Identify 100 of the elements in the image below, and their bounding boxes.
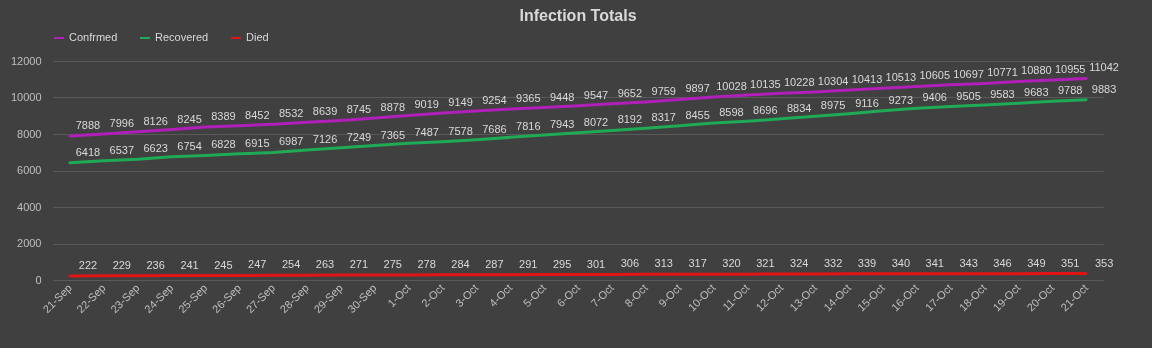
data-label: 11042 [1089,61,1119,74]
legend-label: Recovered [155,31,209,43]
data-label: 7996 [109,117,135,130]
data-label: 9652 [617,86,643,99]
data-label: 9149 [448,96,473,109]
data-label: 10697 [953,67,984,80]
data-label: 8192 [617,113,643,126]
data-label: 7249 [346,130,372,143]
data-label: 349 [1027,256,1046,269]
data-label: 9583 [990,88,1015,101]
data-label: 7578 [448,124,473,137]
data-label: 222 [78,258,98,271]
data-label: 6537 [109,143,135,156]
data-label: 8598 [719,106,744,119]
data-label: 7686 [482,122,507,135]
data-label: 254 [281,258,301,271]
legend-label: Confrmed [69,31,118,43]
data-label: 8126 [143,114,168,127]
data-label: 7487 [414,126,439,139]
data-label: 236 [146,258,165,271]
data-label: 7816 [516,120,541,133]
data-label: 6623 [143,142,168,155]
data-label: 9254 [482,94,507,107]
data-label: 284 [451,257,470,270]
data-label: 245 [214,258,233,271]
y-tick-label: 6000 [17,164,42,176]
data-label: 6418 [75,145,101,158]
data-label: 8389 [211,109,236,122]
data-label: 340 [891,256,911,269]
data-label: 10135 [750,78,781,91]
data-label: 10513 [885,71,917,84]
data-label: 353 [1094,256,1114,269]
data-label: 351 [1061,256,1080,269]
data-label: 8745 [346,103,372,116]
data-label: 343 [959,256,978,269]
data-label: 320 [722,257,741,270]
data-label: 295 [552,257,572,270]
data-label: 9788 [1057,84,1083,97]
y-tick-label: 10000 [10,91,42,103]
y-tick-label: 12000 [10,54,42,67]
data-label: 291 [519,257,538,270]
data-label: 10228 [783,76,815,89]
data-label: 7365 [380,128,406,141]
data-label: 7888 [75,119,101,132]
data-label: 339 [857,256,877,269]
data-label: 247 [248,258,267,271]
data-label: 8452 [245,108,270,121]
data-label: 9897 [685,82,710,95]
data-label: 313 [654,257,673,270]
data-label: 10028 [716,79,747,92]
data-label: 9019 [414,98,439,111]
data-label: 7943 [549,118,575,131]
data-label: 9505 [956,89,981,102]
y-tick-label: 8000 [17,127,42,140]
data-label: 9759 [651,84,676,97]
data-label: 8532 [278,107,304,120]
legend-label: Died [246,31,269,43]
data-label: 275 [383,257,402,270]
data-label: 6828 [211,138,236,151]
data-label: 229 [112,258,131,271]
data-label: 9116 [855,96,879,109]
data-label: 10605 [919,69,951,82]
data-label: 306 [620,257,640,270]
data-label: 10771 [987,66,1018,79]
data-label: 301 [586,257,606,270]
data-label: 332 [823,256,843,269]
y-tick-label: 0 [35,273,42,286]
data-label: 317 [688,257,707,270]
data-label: 321 [756,257,775,270]
data-label: 263 [315,258,335,271]
data-label: 8696 [753,104,778,117]
data-label: 9883 [1091,82,1117,95]
data-label: 241 [180,258,199,271]
data-label: 8834 [786,101,812,114]
data-label: 271 [349,258,369,271]
data-label: 346 [993,256,1012,269]
data-label: 324 [790,257,809,270]
data-label: 8317 [651,111,676,124]
data-label: 10304 [817,74,849,87]
data-label: 8455 [685,108,710,121]
y-tick-label: 4000 [17,200,42,213]
data-label: 10880 [1021,64,1052,77]
data-label: 287 [485,257,504,270]
data-label: 10955 [1054,63,1086,76]
data-label: 6987 [278,135,304,148]
data-label: 9365 [516,92,541,105]
data-label: 9547 [583,88,609,101]
data-label: 8639 [312,105,338,118]
data-label: 9406 [922,91,947,104]
data-label: 7126 [312,132,338,145]
data-label: 8072 [583,115,609,128]
data-label: 9683 [1024,86,1049,99]
data-label: 8245 [177,112,202,125]
data-label: 9273 [888,93,914,106]
data-label: 10413 [851,72,883,85]
data-label: 8975 [820,99,846,112]
data-label: 278 [417,257,436,270]
data-label: 6915 [245,136,270,149]
y-tick-label: 2000 [17,237,42,249]
chart-title: Infection Totals [519,7,637,24]
